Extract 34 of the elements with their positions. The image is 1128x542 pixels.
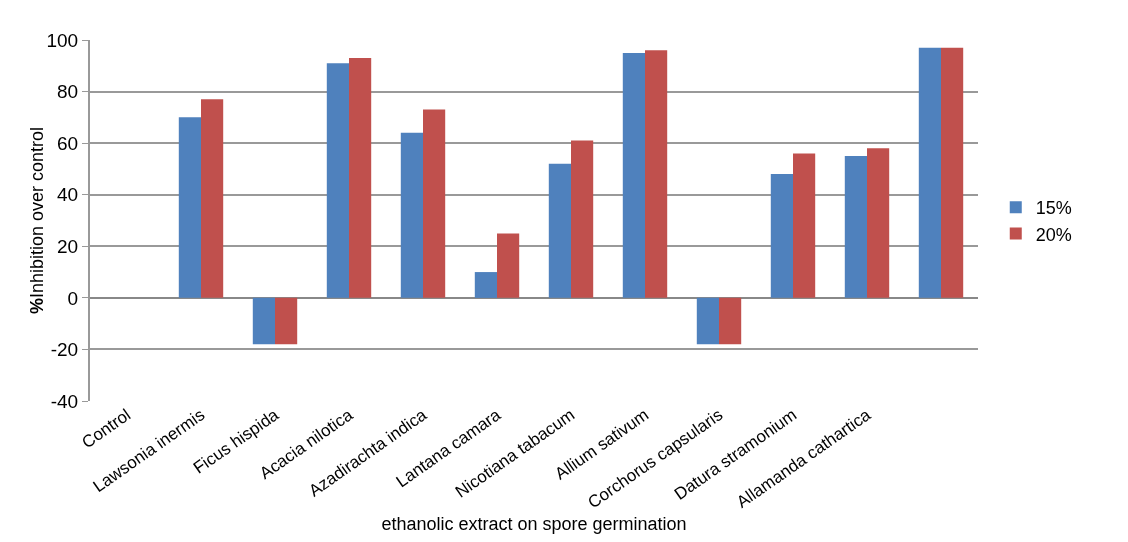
- bar: [844, 156, 867, 298]
- bar: [400, 132, 423, 298]
- bar: [719, 297, 742, 345]
- y-tick-label: -20: [50, 339, 79, 361]
- bar: [770, 174, 793, 298]
- y-tick-label: -40: [50, 390, 79, 412]
- bar: [497, 233, 520, 298]
- bar: [349, 58, 372, 298]
- bar: [571, 140, 594, 298]
- bar: [696, 297, 719, 345]
- y-tick-label: 0: [67, 287, 79, 309]
- y-tick-label: 40: [57, 184, 79, 206]
- bar: [474, 272, 497, 298]
- bar: [622, 52, 645, 298]
- bar: [645, 50, 668, 298]
- bar: [793, 153, 816, 298]
- bar: [275, 297, 298, 345]
- y-tick-label: 60: [57, 132, 79, 154]
- bar: [326, 63, 349, 298]
- bar: [178, 117, 201, 298]
- bar: [867, 148, 890, 298]
- bar: [201, 99, 224, 298]
- legend-label: 20%: [1035, 224, 1072, 245]
- bar: [941, 47, 964, 298]
- y-tick-label: 80: [57, 81, 79, 103]
- y-axis-title: %Inhibition over control: [27, 126, 47, 315]
- legend-label: 15%: [1035, 198, 1072, 219]
- x-axis-title: ethanolic extract on spore germination: [381, 514, 687, 535]
- bar: [918, 47, 941, 298]
- bar: [548, 163, 571, 298]
- y-tick-label: 20: [57, 235, 79, 257]
- y-tick-label: 100: [46, 29, 79, 51]
- bar: [252, 297, 275, 345]
- bar: [423, 109, 446, 298]
